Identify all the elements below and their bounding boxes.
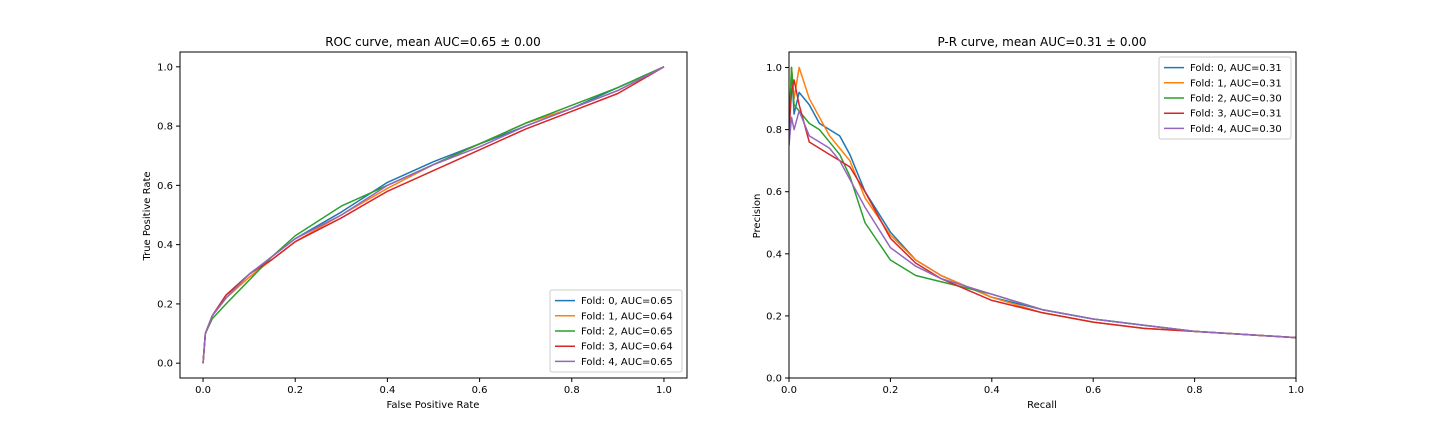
pr-title: P-R curve, mean AUC=0.31 ± 0.00 [937,35,1146,49]
roc-x-tick-label: 0.8 [564,385,580,396]
pr-x-tick-label: 1.0 [1288,385,1304,396]
pr-series-line-fold-4 [789,110,1296,339]
pr-y-tick-label: 0.0 [766,374,782,385]
roc-x-tick-label: 0.6 [472,385,488,396]
roc-legend-label: Fold: 3, AUC=0.64 [581,342,673,353]
roc-legend-label: Fold: 2, AUC=0.65 [581,327,673,338]
roc-y-tick-label: 0.4 [157,240,173,251]
roc-legend-label: Fold: 0, AUC=0.65 [581,296,673,307]
roc-x-tick-label: 0.0 [195,385,211,396]
pr-legend-label: Fold: 0, AUC=0.31 [1190,63,1282,74]
pr-x-tick-label: 0.2 [882,385,898,396]
pr-y-tick-label: 1.0 [766,63,782,74]
pr-legend-label: Fold: 2, AUC=0.30 [1190,94,1282,105]
roc-title: ROC curve, mean AUC=0.65 ± 0.00 [325,35,541,49]
roc-axes-frame [179,51,688,379]
roc-y-tick-label: 0.2 [157,299,173,310]
pr-legend-label: Fold: 4, AUC=0.30 [1190,124,1282,135]
pr-x-tick-label: 0.0 [781,385,797,396]
roc-x-tick-label: 0.2 [287,385,303,396]
pr-x-tick-label: 0.8 [1187,385,1203,396]
pr-x-tick-label: 0.4 [984,385,1000,396]
pr-x-tick-label: 0.6 [1085,385,1101,396]
pr-y-tick-label: 0.2 [766,311,782,322]
pr-ylabel: Precision [752,194,763,239]
roc-ylabel: True Positive Rate [142,171,153,261]
roc-y-tick-label: 0.8 [157,122,173,133]
roc-chart: ROC curve, mean AUC=0.65 ± 0.00 False Po… [142,35,688,411]
pr-y-tick-label: 0.6 [766,187,782,198]
pr-legend-label: Fold: 3, AUC=0.31 [1190,109,1282,120]
pr-y-tick-label: 0.8 [766,125,782,136]
pr-chart: P-R curve, mean AUC=0.31 ± 0.00 Recall P… [752,35,1304,411]
roc-legend: Fold: 0, AUC=0.65 Fold: 1, AUC=0.64 Fold: … [549,289,683,373]
roc-x-tick-label: 0.4 [379,385,395,396]
pr-axes-frame [788,51,1297,379]
pr-legend: Fold: 0, AUC=0.31 Fold: 1, AUC=0.31 Fold: … [1158,56,1292,140]
roc-series-line-fold-2 [202,66,665,364]
pr-series-line-fold-3 [789,79,1296,339]
roc-x-tick-label: 1.0 [656,385,672,396]
pr-xlabel: Recall [1027,400,1057,411]
pr-legend-label: Fold: 1, AUC=0.31 [1190,78,1282,89]
roc-series-line-fold-4 [202,66,665,364]
roc-y-tick-label: 0.0 [157,359,173,370]
roc-y-tick-label: 1.0 [157,62,173,73]
pr-y-tick-label: 0.4 [766,249,782,260]
roc-xlabel: False Positive Rate [387,400,480,411]
roc-legend-label: Fold: 1, AUC=0.64 [581,311,673,322]
roc-y-tick-label: 0.6 [157,181,173,192]
roc-legend-label: Fold: 4, AUC=0.65 [581,357,673,368]
